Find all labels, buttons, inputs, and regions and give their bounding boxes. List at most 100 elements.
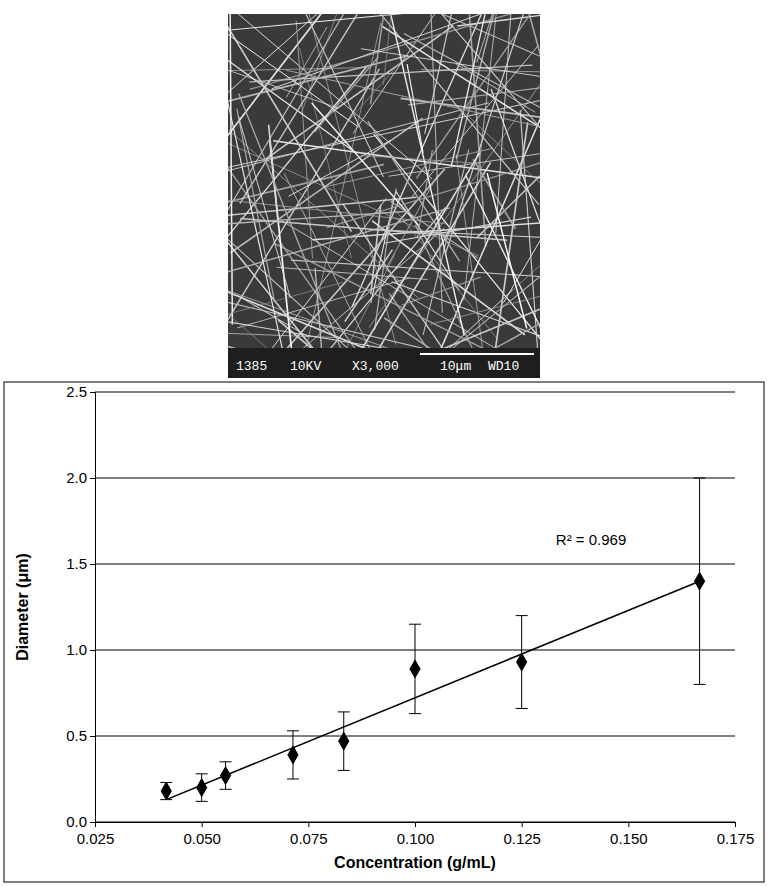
fiber xyxy=(325,148,492,187)
caption-band xyxy=(228,348,540,378)
x-tick-label: 0.175 xyxy=(717,830,755,847)
fiber xyxy=(464,14,503,300)
fiber xyxy=(230,14,233,325)
fiber xyxy=(450,235,540,351)
error-bar-cap xyxy=(287,730,299,731)
image-caption: 10KV xyxy=(290,359,321,374)
error-bar xyxy=(516,616,528,709)
y-tick-label: 2.5 xyxy=(66,383,87,400)
y-tick-label: 0.5 xyxy=(66,727,87,744)
fiber xyxy=(506,14,540,123)
fiber xyxy=(238,116,290,298)
x-tick-mark xyxy=(308,822,309,827)
scatter-series xyxy=(160,478,705,801)
fiber xyxy=(368,121,460,261)
fiber xyxy=(228,282,343,326)
data-point xyxy=(161,782,171,800)
fiber xyxy=(239,94,346,363)
x-axis-line xyxy=(96,823,736,828)
y-tick-mark xyxy=(90,736,95,737)
y-tick: 0.5 xyxy=(66,727,95,744)
fiber xyxy=(353,14,470,133)
fiber xyxy=(291,260,540,277)
fiber xyxy=(228,208,450,311)
error-bar-cap xyxy=(409,624,421,625)
fiber xyxy=(289,140,391,196)
x-tick-label: 0.075 xyxy=(290,830,328,847)
error-bar-cap xyxy=(694,478,706,479)
x-tick: 0.050 xyxy=(183,822,221,847)
fiber xyxy=(391,201,478,258)
error-bar-cap xyxy=(409,713,421,714)
fiber xyxy=(286,27,327,98)
fiber xyxy=(402,277,481,305)
canvas: 138510KVX3,00010μmWD100.0250.0500.0750.1… xyxy=(0,0,768,886)
fiber xyxy=(473,159,515,229)
error-bar-cap xyxy=(196,801,208,802)
fiber xyxy=(361,155,477,163)
image-caption: 1385 xyxy=(236,359,267,374)
plot-area xyxy=(160,478,705,801)
fibers xyxy=(228,14,540,378)
error-bar-cap xyxy=(338,711,350,712)
y-tick-mark xyxy=(90,822,95,823)
error-bar-cap xyxy=(287,779,299,780)
fiber xyxy=(228,184,446,224)
x-tick-mark xyxy=(202,822,203,827)
y-tick: 1.0 xyxy=(66,641,95,658)
annotation: R² = 0.969 xyxy=(556,531,626,548)
fiber xyxy=(389,146,540,177)
x-tick-mark xyxy=(522,822,523,827)
error-bar-cap xyxy=(220,761,232,762)
fiber xyxy=(301,14,370,113)
grid-line xyxy=(95,736,735,737)
y-tick-mark xyxy=(90,392,95,393)
x-tick: 0.125 xyxy=(503,822,541,847)
x-tick-label: 0.100 xyxy=(397,830,435,847)
fiber xyxy=(372,221,525,335)
error-bar-cap xyxy=(196,773,208,774)
fiber xyxy=(487,173,527,328)
scale-bar xyxy=(420,353,534,355)
fiber xyxy=(228,81,418,298)
fiber xyxy=(312,103,419,225)
grid-line xyxy=(95,478,735,479)
fiber xyxy=(344,294,540,378)
x-tick-mark xyxy=(735,822,736,827)
fiber xyxy=(260,14,383,177)
y-tick-label: 0.0 xyxy=(66,813,87,830)
y-tick: 1.5 xyxy=(66,555,95,572)
y-tick-mark xyxy=(90,478,95,479)
x-tick: 0.075 xyxy=(290,822,328,847)
y-tick: 0.0 xyxy=(66,813,95,830)
error-bar-cap xyxy=(220,789,232,790)
x-tick: 0.150 xyxy=(610,822,648,847)
grid xyxy=(95,392,735,822)
sem-image: 138510KVX3,00010μmWD10 xyxy=(75,0,667,515)
fiber xyxy=(240,219,507,241)
error-bar xyxy=(160,782,172,799)
fiber xyxy=(250,14,540,89)
x-axis: 0.0250.0500.0750.1000.1250.1500.175 xyxy=(77,822,755,847)
error-bar-cap xyxy=(338,770,350,771)
x-tick-label: 0.050 xyxy=(183,830,221,847)
trend-line xyxy=(166,581,699,799)
fiber xyxy=(228,14,452,38)
x-tick-label: 0.125 xyxy=(503,830,541,847)
x-tick-mark xyxy=(415,822,416,827)
x-tick-label: 0.150 xyxy=(610,830,648,847)
fiber xyxy=(228,14,336,268)
y-axis-line xyxy=(90,393,96,823)
fiber xyxy=(445,14,540,255)
fiber xyxy=(412,46,539,198)
fiber xyxy=(408,79,540,105)
y-tick-label: 1.0 xyxy=(66,641,87,658)
fiber xyxy=(496,14,522,233)
grid-line xyxy=(95,564,735,565)
x-axis-title: Concentration (g/mL) xyxy=(334,854,496,871)
chart-frame xyxy=(4,382,764,882)
x-tick: 0.100 xyxy=(397,822,435,847)
y-tick: 2.5 xyxy=(66,383,95,400)
fiber xyxy=(345,250,393,322)
fiber xyxy=(455,63,535,112)
